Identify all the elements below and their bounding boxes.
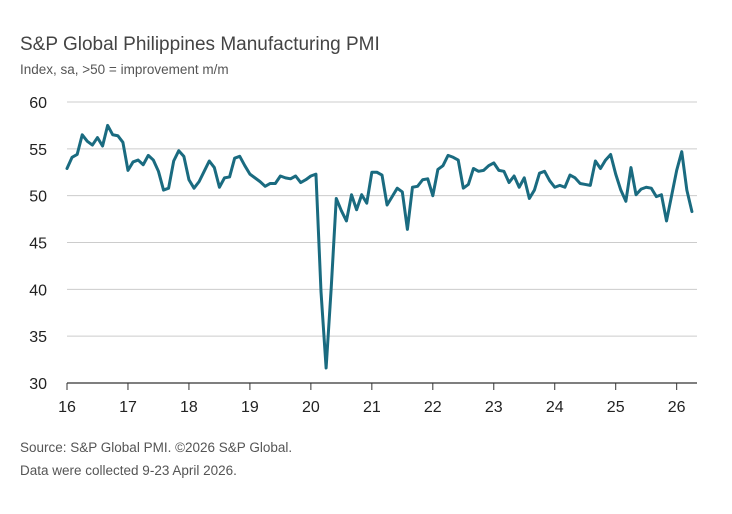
y-tick-label: 60	[29, 95, 47, 112]
y-tick-label: 30	[29, 376, 47, 393]
chart-title: S&P Global Philippines Manufacturing PMI	[20, 34, 380, 55]
x-tick-label: 24	[546, 399, 564, 416]
x-tick-label: 16	[58, 399, 76, 416]
chart-subtitle: Index, sa, >50 = improvement m/m	[20, 62, 229, 77]
pmi-line-chart: 30 35 40 45 50 55 60 16 17 18 19 20 21 22 23 24 25 26	[29, 95, 697, 416]
y-tick-label: 35	[29, 329, 47, 346]
y-tick-label: 45	[29, 236, 47, 253]
source-note: Source: S&P Global PMI. ©2026 S&P Global…	[20, 440, 293, 455]
x-tick-label: 17	[119, 399, 137, 416]
x-tick-label: 21	[363, 399, 381, 416]
y-tick-label: 50	[29, 189, 47, 206]
y-tick-label: 55	[29, 142, 47, 159]
collection-note: Data were collected 9-23 April 2026.	[20, 463, 237, 478]
x-axis-ticks: 16 17 18 19 20 21 22 23 24 25 26	[58, 383, 686, 416]
x-tick-label: 22	[424, 399, 442, 416]
x-tick-label: 26	[668, 399, 686, 416]
x-tick-label: 19	[241, 399, 259, 416]
x-tick-label: 23	[485, 399, 503, 416]
y-tick-label: 40	[29, 282, 47, 299]
x-tick-label: 20	[302, 399, 320, 416]
x-tick-label: 18	[180, 399, 198, 416]
y-axis-ticks: 30 35 40 45 50 55 60	[29, 95, 47, 393]
gridlines	[67, 101, 697, 337]
pmi-series-line	[65, 123, 694, 370]
x-tick-label: 25	[607, 399, 625, 416]
